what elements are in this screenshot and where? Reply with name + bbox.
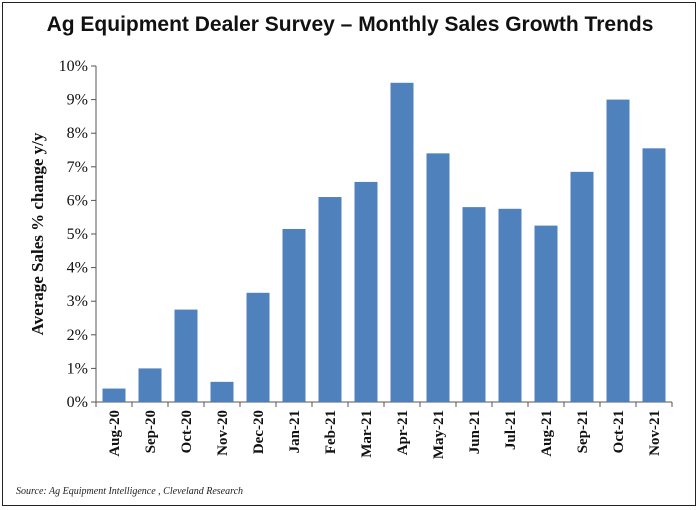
bar — [570, 171, 594, 402]
y-tick-label: 2% — [67, 327, 88, 344]
y-tick-label: 5% — [67, 226, 88, 243]
x-tick-label: Mar-21 — [359, 410, 375, 458]
bar — [426, 153, 450, 402]
x-tick-label: Jan-21 — [287, 410, 303, 453]
x-tick-label: Nov-20 — [215, 410, 231, 456]
x-tick-label: Dec-20 — [251, 410, 267, 454]
y-tick-label: 4% — [67, 260, 88, 277]
x-tick-label: Aug-20 — [107, 410, 123, 457]
bar — [210, 381, 234, 402]
bar — [390, 82, 414, 403]
x-tick-label: Aug-21 — [539, 410, 555, 457]
y-tick-label: 7% — [67, 159, 88, 176]
y-tick-label: 1% — [67, 360, 88, 377]
bar — [246, 292, 270, 402]
x-tick-label: Oct-20 — [179, 410, 195, 453]
bar — [174, 309, 198, 402]
bar — [462, 207, 486, 402]
y-tick-label: 10% — [59, 58, 88, 75]
bar — [102, 388, 126, 402]
y-tick-label: 8% — [67, 125, 88, 142]
bar — [282, 228, 306, 402]
chart-border — [2, 2, 696, 506]
chart-title: Ag Equipment Dealer Survey – Monthly Sal… — [46, 13, 654, 36]
x-tick-label: Jul-21 — [503, 410, 519, 450]
y-tick-label: 3% — [67, 293, 88, 310]
x-tick-label: Nov-21 — [647, 410, 663, 456]
bar — [606, 99, 630, 402]
x-tick-label: Jun-21 — [467, 410, 483, 454]
y-tick-label: 6% — [67, 192, 88, 209]
bar — [642, 148, 666, 402]
x-tick-label: Sep-21 — [575, 410, 591, 453]
bar — [354, 181, 378, 402]
y-tick-label: 9% — [67, 92, 88, 109]
x-tick-label: Sep-20 — [143, 410, 159, 453]
bar — [138, 368, 162, 402]
y-tick-label: 0% — [67, 394, 88, 411]
bar — [498, 208, 522, 402]
x-tick-label: Oct-21 — [611, 410, 627, 453]
source-note: Source: Ag Equipment Intelligence , Clev… — [16, 486, 244, 497]
bar — [534, 225, 558, 402]
x-tick-label: Apr-21 — [395, 410, 411, 455]
x-tick-label: Feb-21 — [323, 410, 339, 454]
bar — [318, 197, 342, 402]
x-tick-label: May-21 — [431, 410, 447, 459]
